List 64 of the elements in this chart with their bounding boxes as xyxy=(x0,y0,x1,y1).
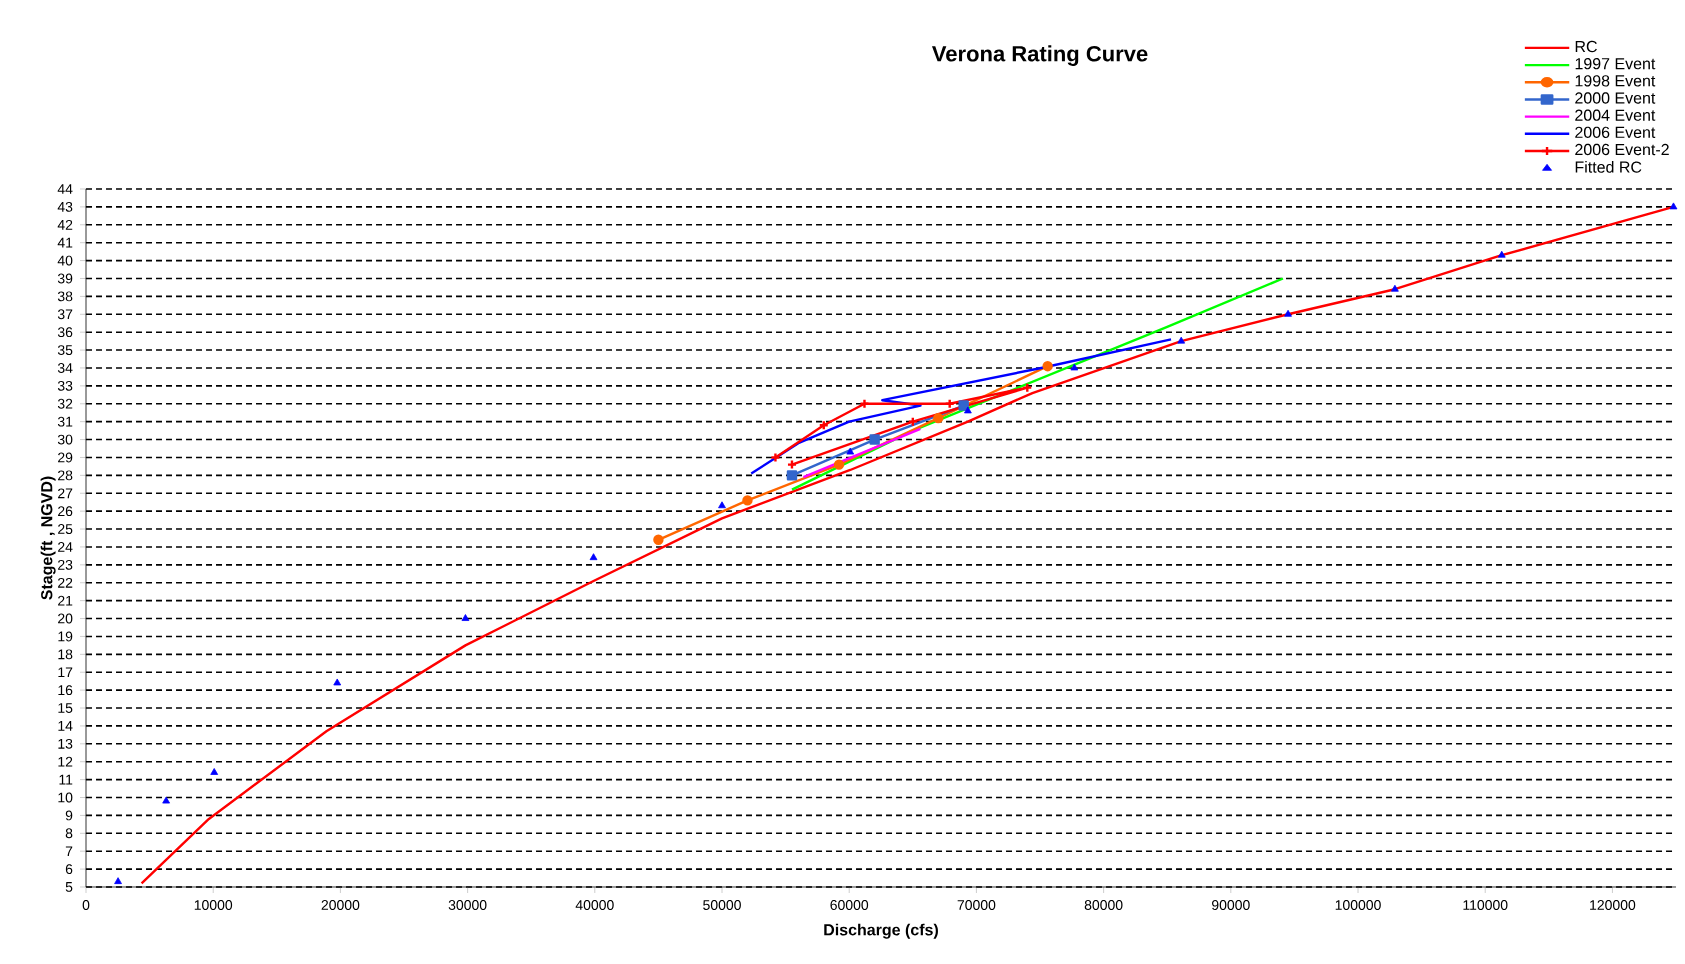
y-tick-label: 10 xyxy=(58,792,73,803)
y-tick-label: 40 xyxy=(57,255,73,266)
y-tick-label: 33 xyxy=(57,380,73,391)
y-tick-label: 29 xyxy=(58,452,73,463)
legend-label: 1998 Event xyxy=(1575,75,1656,87)
y-tick-label: 44 xyxy=(57,184,73,194)
y-tick-label: 21 xyxy=(58,595,73,606)
y-tick-label: 12 xyxy=(58,756,73,767)
y-tick-label: 28 xyxy=(58,470,73,481)
y-tick-label: 15 xyxy=(58,703,73,713)
y-tick-label: 6 xyxy=(65,864,73,875)
y-tick-label: 41 xyxy=(57,237,73,248)
x-tick-label: 40000 xyxy=(575,900,614,910)
y-tick-label: 36 xyxy=(57,327,73,338)
x-tick-label: 50000 xyxy=(703,900,741,910)
legend-label: 2004 Event xyxy=(1575,109,1656,121)
y-tick-label: 8 xyxy=(65,828,73,839)
x-tick-label: 10000 xyxy=(194,900,233,910)
x-tick-label: 110000 xyxy=(1463,900,1508,910)
y-tick-label: 34 xyxy=(57,363,73,373)
y-tick-label: 17 xyxy=(58,667,73,678)
x-axis-title: Discharge (cfs) xyxy=(824,923,938,939)
legend-label: Fitted RC xyxy=(1575,161,1642,173)
x-tick-label: 0 xyxy=(82,900,90,910)
legend-label: RC xyxy=(1575,40,1597,53)
y-tick-label: 23 xyxy=(58,559,73,570)
y-tick-label: 9 xyxy=(65,810,73,821)
y-tick-label: 27 xyxy=(58,488,73,499)
x-tick-label: 70000 xyxy=(957,900,996,910)
y-tick-label: 37 xyxy=(57,309,73,320)
legend-label: 2000 Event xyxy=(1575,92,1656,104)
x-tick-label: 80000 xyxy=(1084,900,1123,910)
y-tick-label: 35 xyxy=(57,345,73,356)
y-tick-label: 31 xyxy=(57,416,73,427)
x-tick-label: 30000 xyxy=(448,900,487,910)
y-tick-label: 18 xyxy=(58,649,73,660)
y-tick-label: 20 xyxy=(58,613,73,624)
y-tick-label: 32 xyxy=(57,398,73,409)
y-tick-label: 7 xyxy=(65,846,73,857)
y-axis-title: Stage(ft , NGVD) xyxy=(40,476,56,600)
x-tick-label: 120000 xyxy=(1590,900,1636,910)
chart-title: Verona Rating Curve xyxy=(931,45,1148,66)
y-tick-label: 25 xyxy=(58,524,73,534)
x-tick-label: 20000 xyxy=(321,900,360,910)
y-tick-label: 26 xyxy=(58,506,73,517)
x-tick-label: 100000 xyxy=(1335,900,1381,910)
y-tick-label: 24 xyxy=(58,542,73,552)
y-tick-label: 43 xyxy=(57,201,73,212)
y-tick-label: 13 xyxy=(58,738,73,749)
y-tick-label: 30 xyxy=(57,434,73,445)
y-tick-label: 14 xyxy=(58,721,73,731)
y-tick-label: 19 xyxy=(58,631,73,642)
x-tick-label: 60000 xyxy=(830,900,869,910)
y-tick-label: 5 xyxy=(65,882,73,892)
y-tick-label: 11 xyxy=(59,774,73,785)
x-tick-label: 90000 xyxy=(1212,900,1250,910)
y-tick-label: 42 xyxy=(57,219,73,230)
legend-label: 2006 Event-2 xyxy=(1575,143,1669,156)
y-tick-label: 39 xyxy=(57,273,73,284)
y-tick-label: 22 xyxy=(58,577,73,588)
y-tick-label: 16 xyxy=(58,685,73,696)
legend-label: 2006 Event xyxy=(1575,126,1656,139)
legend-label: 1997 Event xyxy=(1575,58,1656,70)
y-tick-label: 38 xyxy=(57,291,73,302)
